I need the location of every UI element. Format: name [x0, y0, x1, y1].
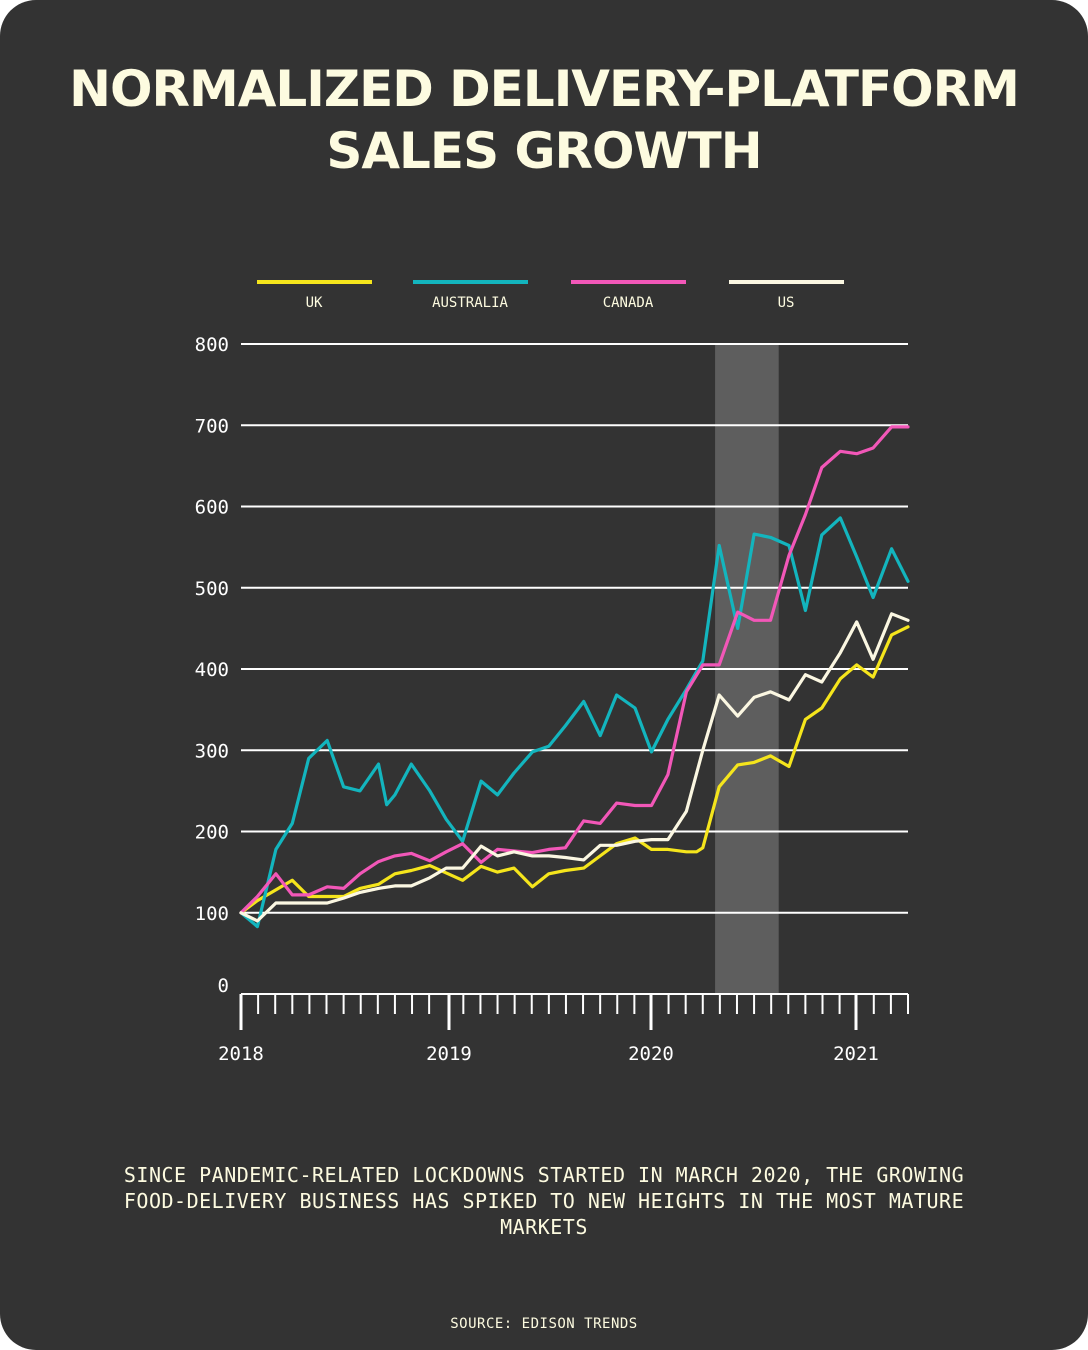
legend-label-australia: AUSTRALIA [432, 295, 508, 311]
chart-caption: SINCE PANDEMIC-RELATED LOCKDOWNS STARTED… [123, 1163, 965, 1239]
series-line-uk [239, 625, 910, 915]
y-tick-label-700: 700 [195, 415, 229, 437]
legend-label-us: US [778, 295, 795, 311]
x-tick-label-2019: 2019 [426, 1043, 472, 1065]
series-line-canada [239, 425, 910, 915]
y-tick-label-600: 600 [195, 497, 229, 519]
title-line-2: SALES GROWTH [326, 122, 762, 180]
legend-label-canada: CANADA [603, 295, 654, 311]
source-note: SOURCE: EDISON TRENDS [450, 1316, 638, 1332]
series-line-us [239, 612, 910, 923]
y-tick-label-100: 100 [195, 903, 229, 925]
y-tick-label-300: 300 [195, 740, 229, 762]
y-tick-label-0: 0 [218, 975, 229, 997]
x-tick-label-2020: 2020 [628, 1043, 674, 1065]
y-tick-label-500: 500 [195, 578, 229, 600]
chart-title: NORMALIZED DELIVERY-PLATFORM SALES GROWT… [0, 58, 1088, 182]
series-line-australia [239, 516, 910, 929]
x-tick-label-2021: 2021 [833, 1043, 879, 1065]
x-tick-label-2018: 2018 [218, 1043, 264, 1065]
title-line-1: NORMALIZED DELIVERY-PLATFORM [69, 60, 1020, 118]
y-tick-label-200: 200 [195, 822, 229, 844]
legend-label-uk: UK [306, 295, 323, 311]
y-tick-label-800: 800 [195, 334, 229, 356]
y-tick-label-400: 400 [195, 659, 229, 681]
